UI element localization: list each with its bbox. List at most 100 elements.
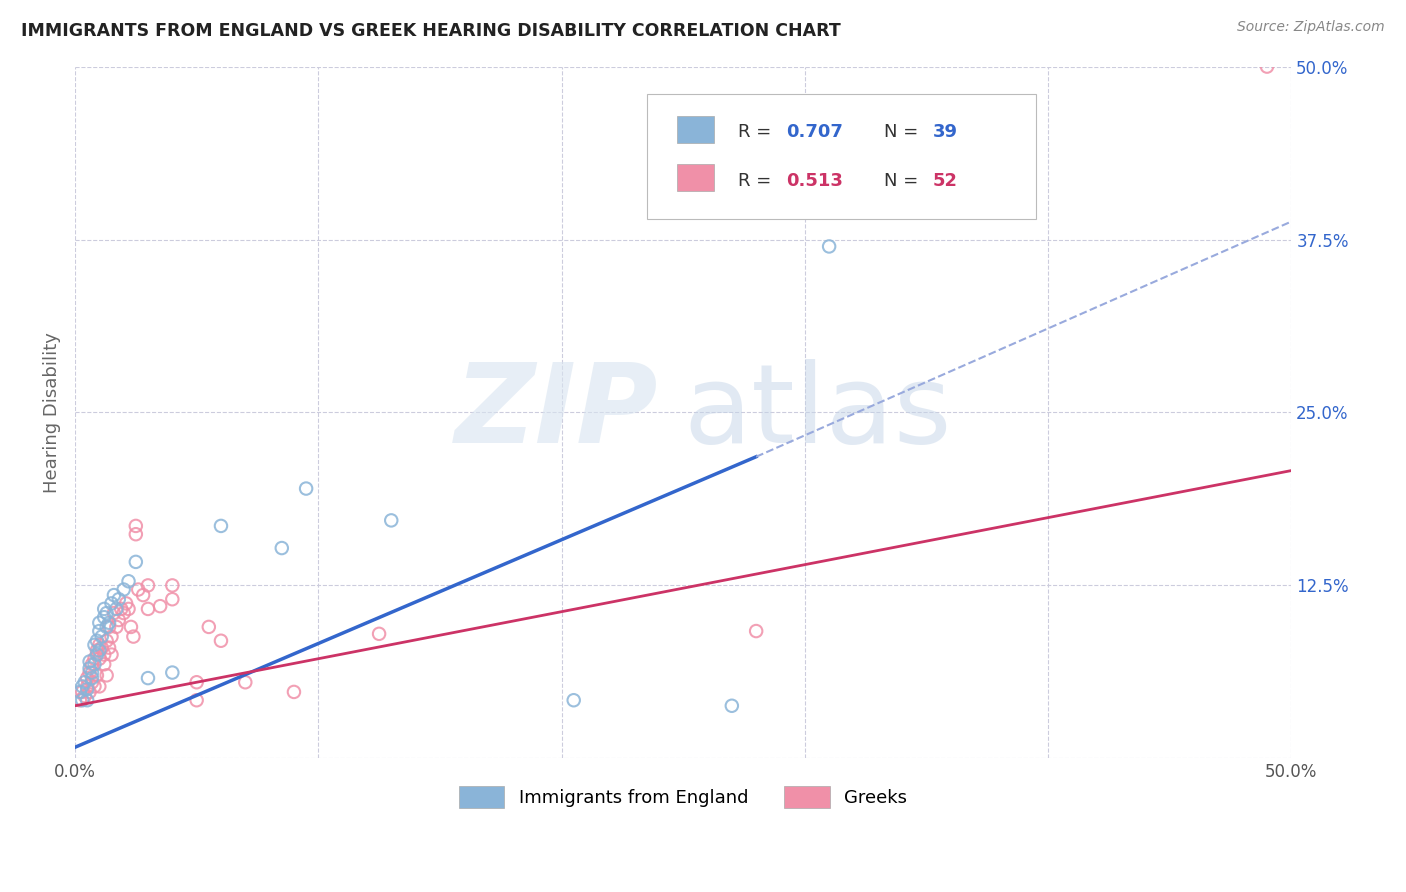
Point (233, 675, 256, 690)
Text: ZIP: ZIP (456, 359, 659, 466)
Point (818, 239, 841, 253)
Point (127, 582, 149, 597)
Point (69, 685, 91, 699)
Point (93, 610, 115, 624)
Point (86, 643, 108, 657)
Point (76, 682, 98, 697)
Point (98, 615, 121, 630)
Point (79, 655, 101, 669)
Point (79, 665, 101, 680)
Point (562, 693, 585, 707)
Point (162, 665, 184, 680)
Point (90, 640, 112, 655)
Text: 39: 39 (932, 123, 957, 141)
Text: 0.707: 0.707 (786, 123, 844, 141)
Point (721, 698, 744, 713)
Point (136, 578, 159, 592)
Text: N =: N = (884, 123, 924, 141)
Point (162, 592, 184, 607)
Point (96, 620, 118, 634)
Point (72, 680, 94, 694)
Point (105, 602, 128, 616)
Point (283, 685, 305, 699)
FancyBboxPatch shape (647, 95, 1036, 219)
Point (83, 638, 105, 652)
Point (83, 651, 105, 665)
Text: N =: N = (884, 172, 924, 190)
Point (79, 685, 101, 699)
Point (89, 680, 111, 694)
Point (186, 675, 208, 690)
Point (83, 657, 105, 672)
Point (93, 648, 115, 662)
Text: 0.513: 0.513 (786, 172, 844, 190)
Y-axis label: Hearing Disability: Hearing Disability (44, 332, 60, 493)
Point (96, 633, 118, 648)
Point (1256, 60, 1278, 74)
Point (86, 633, 108, 648)
Point (89, 643, 111, 657)
Point (745, 624, 768, 638)
Point (89, 638, 111, 652)
Text: atlas: atlas (683, 359, 952, 466)
Point (73, 675, 96, 690)
Point (89, 615, 111, 630)
Point (80, 675, 103, 690)
Point (93, 657, 115, 672)
Point (96, 606, 118, 620)
Point (186, 693, 208, 707)
Point (96, 668, 118, 682)
Point (132, 588, 155, 602)
Text: 52: 52 (932, 172, 957, 190)
Text: Source: ZipAtlas.com: Source: ZipAtlas.com (1237, 20, 1385, 34)
Point (125, 527, 148, 541)
Point (76, 680, 98, 694)
Point (79, 661, 101, 675)
Point (270, 541, 292, 555)
Point (368, 627, 391, 641)
Point (112, 606, 135, 620)
Point (136, 671, 159, 685)
Point (89, 624, 111, 638)
Point (80, 671, 103, 685)
Point (80, 665, 103, 680)
Point (117, 602, 139, 616)
Text: R =: R = (738, 123, 778, 141)
Point (80, 657, 103, 672)
Point (72, 693, 94, 707)
Point (107, 592, 129, 607)
Point (117, 574, 139, 589)
Point (162, 578, 184, 592)
Point (100, 648, 122, 662)
FancyBboxPatch shape (678, 164, 714, 191)
Text: IMMIGRANTS FROM ENGLAND VS GREEK HEARING DISABILITY CORRELATION CHART: IMMIGRANTS FROM ENGLAND VS GREEK HEARING… (21, 22, 841, 40)
Point (110, 602, 132, 616)
Point (100, 630, 122, 644)
Point (72, 685, 94, 699)
Point (73, 689, 96, 703)
Point (107, 613, 129, 627)
Point (115, 596, 138, 610)
Point (122, 630, 145, 644)
Point (76, 671, 98, 685)
Point (100, 596, 122, 610)
Point (125, 519, 148, 533)
Text: R =: R = (738, 172, 778, 190)
Point (98, 620, 121, 634)
FancyBboxPatch shape (678, 116, 714, 143)
Point (295, 482, 318, 496)
Point (380, 513, 402, 527)
Point (149, 599, 172, 614)
Point (103, 588, 125, 602)
Point (120, 620, 142, 634)
Point (209, 633, 232, 648)
Point (198, 620, 221, 634)
Point (89, 651, 111, 665)
Point (86, 668, 108, 682)
Point (83, 680, 105, 694)
Point (136, 602, 159, 616)
Point (98, 640, 121, 655)
Point (125, 555, 148, 569)
Point (76, 693, 98, 707)
Point (105, 620, 128, 634)
